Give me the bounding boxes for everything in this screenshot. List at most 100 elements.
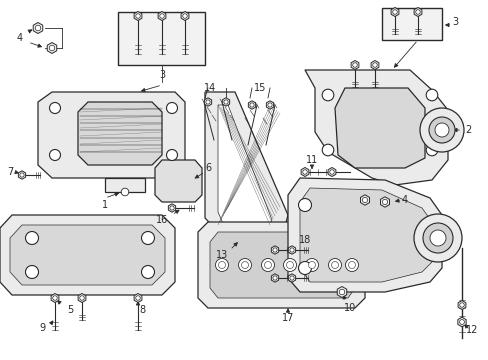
Circle shape (329, 170, 334, 174)
Polygon shape (271, 246, 278, 254)
Circle shape (80, 296, 84, 300)
Circle shape (426, 89, 437, 101)
Circle shape (322, 144, 333, 156)
Circle shape (348, 261, 355, 269)
Polygon shape (305, 70, 447, 185)
Polygon shape (327, 167, 335, 176)
Circle shape (218, 261, 225, 269)
Polygon shape (134, 293, 142, 302)
Circle shape (49, 149, 61, 161)
Circle shape (215, 258, 228, 271)
Text: 5: 5 (67, 305, 73, 315)
Polygon shape (271, 274, 278, 282)
Circle shape (298, 198, 311, 212)
Polygon shape (0, 215, 175, 295)
Polygon shape (47, 42, 57, 54)
Circle shape (298, 261, 311, 275)
Circle shape (169, 206, 174, 210)
Text: 14: 14 (203, 83, 216, 93)
Text: 16: 16 (156, 215, 168, 225)
Circle shape (272, 276, 277, 280)
Text: 11: 11 (305, 155, 318, 165)
Circle shape (35, 25, 41, 31)
Circle shape (224, 100, 227, 104)
Circle shape (267, 103, 271, 107)
Circle shape (166, 103, 177, 113)
Circle shape (25, 231, 39, 244)
Polygon shape (78, 293, 86, 302)
Circle shape (241, 261, 248, 269)
Polygon shape (204, 98, 211, 106)
Polygon shape (299, 188, 431, 282)
Circle shape (160, 14, 164, 18)
Circle shape (205, 100, 210, 104)
Circle shape (422, 223, 452, 253)
Polygon shape (381, 8, 441, 40)
Circle shape (289, 276, 293, 280)
Text: 3: 3 (451, 17, 457, 27)
Circle shape (20, 173, 24, 177)
Polygon shape (287, 178, 441, 292)
Circle shape (272, 248, 277, 252)
Polygon shape (51, 293, 59, 302)
Polygon shape (457, 301, 465, 310)
Circle shape (331, 261, 338, 269)
Circle shape (429, 230, 445, 246)
Text: 6: 6 (204, 163, 211, 173)
Circle shape (345, 258, 358, 271)
Circle shape (339, 289, 344, 295)
Polygon shape (78, 102, 162, 165)
Polygon shape (288, 246, 295, 254)
Text: 2: 2 (464, 125, 470, 135)
Circle shape (415, 10, 419, 14)
Polygon shape (158, 12, 165, 21)
Text: 8: 8 (139, 305, 145, 315)
Circle shape (136, 296, 140, 300)
Polygon shape (38, 92, 184, 178)
Text: 15: 15 (253, 83, 265, 93)
Circle shape (419, 108, 463, 152)
Polygon shape (105, 178, 145, 192)
Polygon shape (204, 92, 287, 248)
Circle shape (49, 103, 61, 113)
Text: 9: 9 (39, 323, 45, 333)
Circle shape (459, 303, 463, 307)
Circle shape (413, 214, 461, 262)
Circle shape (459, 320, 464, 324)
Polygon shape (198, 222, 364, 308)
Circle shape (183, 14, 187, 18)
Circle shape (352, 63, 357, 67)
Circle shape (428, 117, 454, 143)
Polygon shape (288, 274, 295, 282)
Polygon shape (350, 60, 358, 69)
Polygon shape (209, 232, 354, 298)
Text: 18: 18 (298, 235, 310, 245)
Circle shape (261, 258, 274, 271)
Circle shape (49, 45, 55, 51)
Circle shape (53, 296, 57, 300)
Text: 10: 10 (343, 303, 355, 313)
Circle shape (382, 199, 387, 204)
Circle shape (305, 258, 318, 271)
Polygon shape (248, 101, 255, 109)
Polygon shape (457, 317, 465, 327)
Circle shape (249, 103, 254, 107)
Circle shape (328, 258, 341, 271)
Polygon shape (266, 101, 273, 109)
Circle shape (141, 231, 154, 244)
Polygon shape (337, 287, 346, 297)
Polygon shape (222, 98, 229, 106)
Polygon shape (390, 8, 398, 17)
Circle shape (372, 63, 376, 67)
Text: 4: 4 (17, 33, 23, 43)
Circle shape (238, 258, 251, 271)
Circle shape (322, 89, 333, 101)
Polygon shape (267, 245, 317, 305)
Polygon shape (134, 12, 142, 21)
Polygon shape (118, 12, 204, 65)
Text: 3: 3 (159, 70, 165, 80)
Polygon shape (218, 105, 271, 235)
Polygon shape (19, 171, 25, 179)
Polygon shape (181, 12, 188, 21)
Circle shape (141, 266, 154, 279)
